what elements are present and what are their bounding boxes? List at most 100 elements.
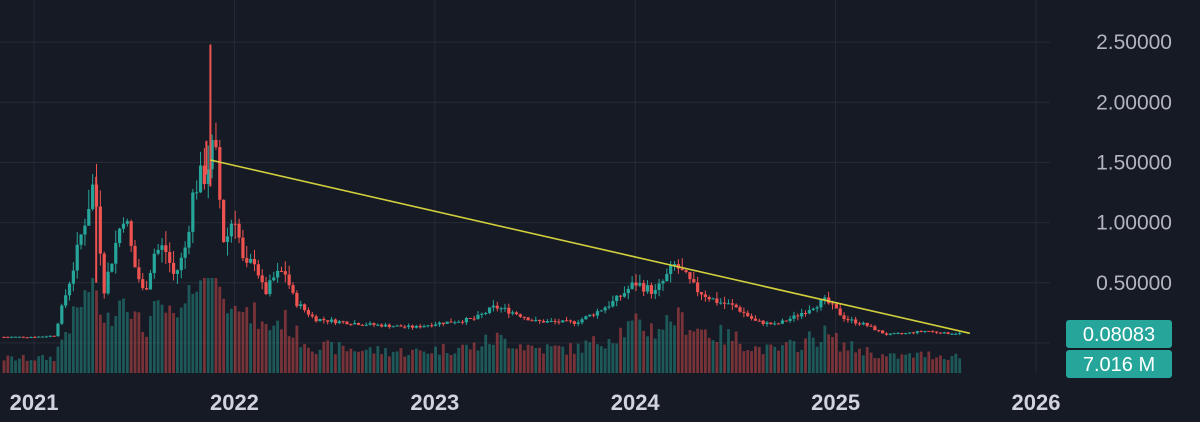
candle-body [376,324,380,326]
candle-body [160,245,164,250]
volume-bar [773,346,777,373]
candle-body [407,325,411,327]
volume-bar [542,353,545,373]
candle-body [237,223,241,238]
volume-bar [222,298,226,373]
volume-bar [931,359,935,373]
volume-bar [391,351,395,373]
candle-body [954,333,958,335]
volume-bar [41,354,44,373]
candle-body [202,165,206,185]
volume-bar [734,331,738,373]
candle-body [584,316,588,320]
candle-body [210,139,214,170]
candle-body [680,268,684,271]
volume-bar [950,355,954,373]
volume-bar [807,331,811,373]
volume-bar [168,305,172,373]
volume-bar [865,347,869,373]
volume-bar [680,312,684,373]
candle-body [75,244,79,271]
candle-body [91,184,95,210]
candle-body [29,336,33,338]
volume-bar [179,307,183,373]
volume-bar [272,325,276,373]
volume-bar [603,348,607,373]
volume-bar [811,337,815,373]
candle-body [618,295,623,297]
volume-bar [738,343,742,373]
candle-body [834,303,838,309]
volume-bar [580,352,584,373]
volume-bar [915,352,919,373]
volume-bar [592,336,595,373]
candle-body [788,318,792,321]
candle-body [306,310,311,315]
price-tick-label: 0.50000 [1096,272,1172,295]
volume-bars [2,278,962,373]
candle-body [125,221,129,224]
candle-body [495,305,499,309]
candle-body [326,320,330,322]
volume-bar [499,334,503,373]
candle-body [13,336,18,338]
volume-bar [572,353,576,373]
volume-bar [183,303,187,373]
candle-body [364,324,368,326]
candle-body [715,298,719,303]
volume-bar [553,345,557,373]
candle-body [67,283,72,296]
grid [0,0,1050,373]
volume-bar [781,345,784,373]
volume-bar [545,344,549,373]
volume-bar [549,346,553,373]
volume-bar [623,337,626,373]
candle-body [730,303,734,305]
volume-bar [314,354,318,373]
candle-body [511,312,515,314]
volume-bar [10,356,14,373]
volume-bar [160,304,164,373]
volume-bar [299,347,303,373]
volume-bar [503,338,507,373]
candle-body [329,319,334,322]
volume-bar [426,353,430,373]
time-axis: 2021 2022 2023 2024 2025 2026 [10,390,1061,415]
candle-body [784,320,788,322]
last-volume-label: 7.016 M [1083,354,1155,376]
candle-body [541,320,546,323]
volume-bar [827,334,831,373]
volume-bar [723,344,727,373]
volume-bar [611,343,615,373]
volume-bar [129,318,133,373]
candle-body [260,275,264,283]
volume-bar [407,355,411,373]
volume-bar [665,315,669,373]
volume-bar [83,290,87,373]
candle-body [665,273,669,282]
volume-bar [172,312,175,373]
price-axis: 2.50000 2.00000 1.50000 1.00000 0.50000 [1096,31,1172,295]
candle-body [684,270,688,273]
volume-bar [939,355,942,373]
volume-bar [52,360,56,373]
volume-bar [387,356,391,373]
candle-body [865,322,869,326]
volume-bar [584,340,588,373]
candle-body [214,139,218,148]
candle-body [187,231,191,248]
volume-bar [268,330,272,373]
volume-bar [461,344,464,373]
volume-bar [310,351,314,373]
candle-body [576,322,580,324]
candle-body [191,192,195,232]
candle-body [368,323,372,325]
candle-body [491,305,496,308]
candle-body [414,325,418,328]
candle-body [468,318,472,320]
volume-bar [187,285,191,373]
candle-body [896,333,900,335]
volume-bar [380,354,384,373]
candle-body [110,263,114,272]
candle-body [499,308,503,310]
